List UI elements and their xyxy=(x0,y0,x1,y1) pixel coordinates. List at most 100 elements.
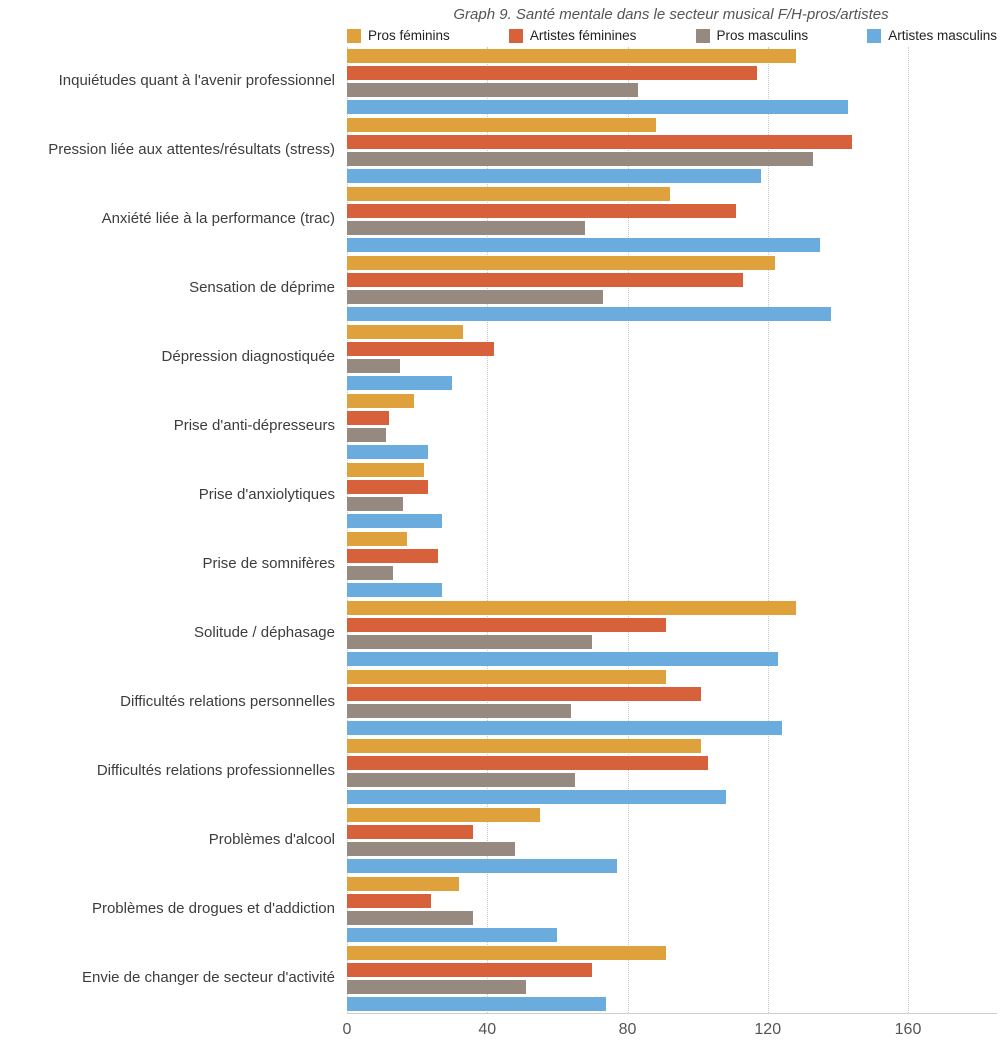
category-label: Problèmes de drogues et d'addiction xyxy=(91,900,335,918)
bar-pros-feminins xyxy=(347,118,656,132)
legend-label: Pros féminins xyxy=(368,28,450,43)
bar-pros-masculins xyxy=(347,980,526,994)
plot-area: Inquiétudes quant à l'avenir professionn… xyxy=(0,47,1000,1013)
bar-group xyxy=(347,254,1000,323)
bar-group xyxy=(347,737,1000,806)
bar-pros-masculins xyxy=(347,704,572,718)
bar-group xyxy=(347,461,1000,530)
bar-pros-masculins xyxy=(347,911,474,925)
legend-swatch-icon xyxy=(695,28,710,43)
category-label: Difficultés relations personnelles xyxy=(120,693,335,711)
bar-artistes-masculins xyxy=(347,583,442,597)
x-axis-tick-label: 160 xyxy=(894,1021,922,1038)
chart-title: Graph 9. Santé mentale dans le secteur m… xyxy=(453,6,889,23)
bar-group xyxy=(347,668,1000,737)
bar-pros-feminins xyxy=(347,532,407,546)
legend-label: Artistes féminines xyxy=(529,28,637,43)
bar-artistes-feminines xyxy=(347,687,702,701)
bar-pros-feminins xyxy=(347,670,667,684)
bar-artistes-feminines xyxy=(347,273,744,287)
category-label: Sensation de déprime xyxy=(189,279,335,297)
bar-pros-masculins xyxy=(347,290,603,304)
bar-pros-masculins xyxy=(347,635,593,649)
x-axis: 0 40 80 120 160 xyxy=(343,1014,997,1044)
bar-artistes-masculins xyxy=(347,169,761,183)
category-label: Dépression diagnostiquée xyxy=(161,348,335,366)
category-label: Problèmes d'alcool xyxy=(208,831,335,849)
bar-artistes-feminines xyxy=(347,549,439,563)
category-label: Pression liée aux attentes/résultats (st… xyxy=(48,141,335,159)
x-axis-tick-label: 80 xyxy=(618,1021,637,1038)
category-label: Difficultés relations professionnelles xyxy=(96,762,335,780)
bar-pros-feminins xyxy=(347,394,414,408)
category-label: Solitude / déphasage xyxy=(194,624,335,642)
category-row-problemes-de-drogues-et-d-addiction: Problèmes de drogues et d'addiction xyxy=(0,875,1000,944)
bar-group xyxy=(347,944,1000,1013)
bar-artistes-masculins xyxy=(347,997,607,1011)
legend-item-pros-masculins: Pros masculins xyxy=(695,28,808,43)
bar-pros-masculins xyxy=(347,152,814,166)
bar-artistes-feminines xyxy=(347,894,432,908)
category-label: Envie de changer de secteur d'activité xyxy=(81,969,335,987)
bar-artistes-masculins xyxy=(347,445,428,459)
bar-pros-masculins xyxy=(347,83,639,97)
x-axis-tick-label: 120 xyxy=(754,1021,782,1038)
category-row-pression-liee-aux-attentes-resultats-stress: Pression liée aux attentes/résultats (st… xyxy=(0,116,1000,185)
bar-artistes-masculins xyxy=(347,652,779,666)
category-row-prise-d-anti-depresseurs: Prise d'anti-dépresseurs xyxy=(0,392,1000,461)
bar-artistes-feminines xyxy=(347,480,428,494)
bar-pros-feminins xyxy=(347,877,460,891)
bar-artistes-masculins xyxy=(347,514,442,528)
category-row-difficultes-relations-professionnelles: Difficultés relations professionnelles xyxy=(0,737,1000,806)
bar-pros-feminins xyxy=(347,256,775,270)
bar-pros-feminins xyxy=(347,739,702,753)
bar-artistes-feminines xyxy=(347,963,593,977)
bar-artistes-masculins xyxy=(347,790,726,804)
category-row-difficultes-relations-personnelles: Difficultés relations personnelles xyxy=(0,668,1000,737)
category-label: Prise de somnifères xyxy=(202,555,335,573)
bar-group xyxy=(347,323,1000,392)
bar-group xyxy=(347,806,1000,875)
bar-artistes-feminines xyxy=(347,825,474,839)
x-axis-tick-label: 40 xyxy=(478,1021,497,1038)
bar-artistes-feminines xyxy=(347,66,758,80)
bar-artistes-masculins xyxy=(347,100,849,114)
bar-pros-feminins xyxy=(347,325,463,339)
legend-swatch-icon xyxy=(508,28,523,43)
category-row-inquietudes-quant-a-l-avenir-professionnel: Inquiétudes quant à l'avenir professionn… xyxy=(0,47,1000,116)
bar-pros-feminins xyxy=(347,49,796,63)
bar-group xyxy=(347,530,1000,599)
x-axis-line xyxy=(347,1013,997,1014)
bar-pros-masculins xyxy=(347,842,516,856)
legend: Pros féminins Artistes féminines Pros masc… xyxy=(347,25,997,47)
bar-artistes-feminines xyxy=(347,135,852,149)
bar-pros-masculins xyxy=(347,773,575,787)
category-row-solitude-dephasage: Solitude / déphasage xyxy=(0,599,1000,668)
bar-artistes-feminines xyxy=(347,342,495,356)
legend-item-artistes-feminines: Artistes féminines xyxy=(508,28,637,43)
bar-artistes-feminines xyxy=(347,411,390,425)
bar-pros-masculins xyxy=(347,221,586,235)
legend-item-artistes-masculins: Artistes masculins xyxy=(867,28,997,43)
bar-artistes-masculins xyxy=(347,307,831,321)
bar-group xyxy=(347,185,1000,254)
bar-group xyxy=(347,47,1000,116)
bar-pros-feminins xyxy=(347,808,540,822)
legend-swatch-icon xyxy=(347,28,361,43)
x-axis-tick-label: 0 xyxy=(342,1021,352,1038)
category-row-sensation-de-deprime: Sensation de déprime xyxy=(0,254,1000,323)
bar-artistes-feminines xyxy=(347,204,737,218)
category-label: Prise d'anti-dépresseurs xyxy=(173,417,335,435)
bar-pros-feminins xyxy=(347,601,796,615)
bar-artistes-feminines xyxy=(347,618,667,632)
bar-pros-masculins xyxy=(347,428,386,442)
bar-artistes-masculins xyxy=(347,721,782,735)
bar-artistes-masculins xyxy=(347,859,617,873)
category-label: Anxiété liée à la performance (trac) xyxy=(101,210,335,228)
legend-swatch-icon xyxy=(867,28,882,43)
bar-group xyxy=(347,875,1000,944)
bar-group xyxy=(347,599,1000,668)
bar-pros-feminins xyxy=(347,946,667,960)
category-row-depression-diagnostiquee: Dépression diagnostiquée xyxy=(0,323,1000,392)
legend-item-pros-feminins: Pros féminins xyxy=(347,28,450,43)
